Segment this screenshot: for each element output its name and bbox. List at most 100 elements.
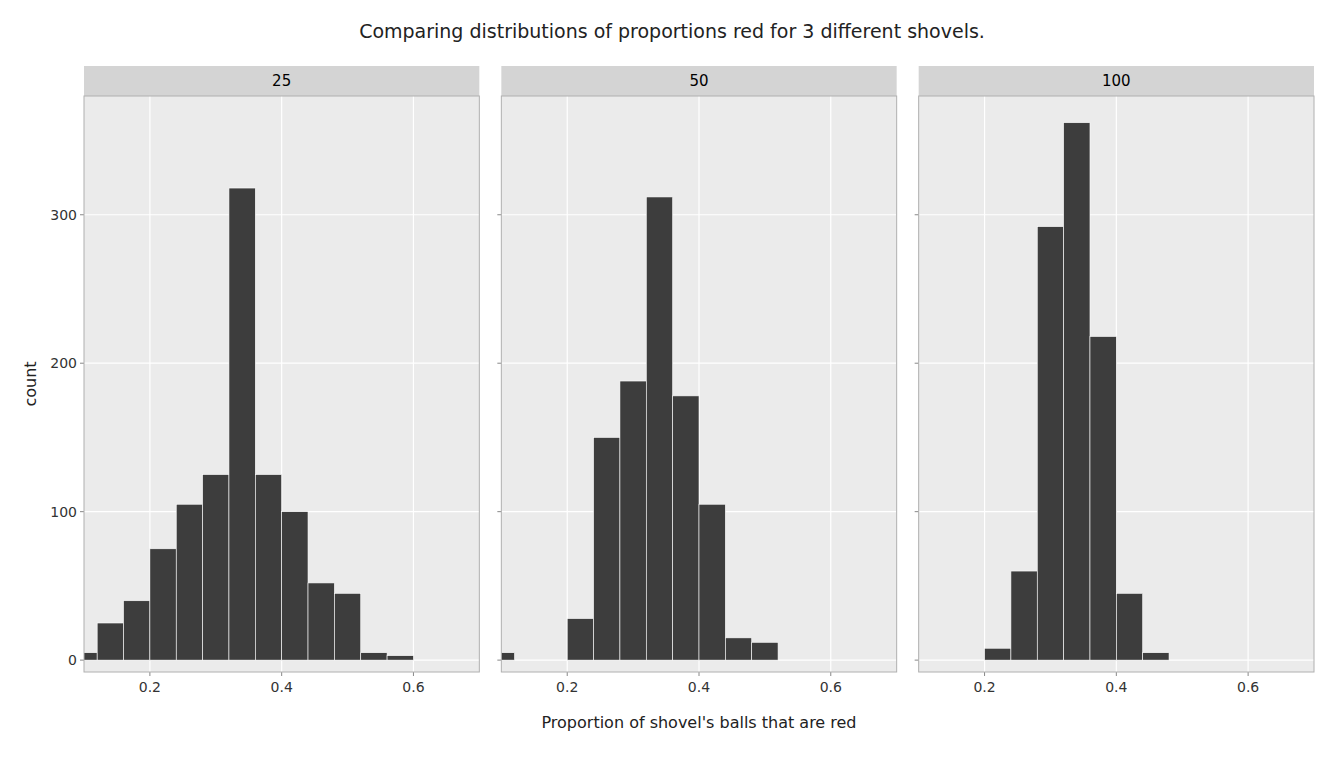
x-tick [413,672,414,676]
y-grid-line [84,363,479,364]
histogram-bar [255,475,281,661]
y-tick [915,214,919,215]
x-tick [830,672,831,676]
bars [501,197,778,660]
y-grid-line [501,214,896,215]
histogram-bar [308,583,334,660]
histogram-bar [1143,653,1169,660]
x-tick-label: 0.4 [688,679,710,695]
histogram-bar [857,660,883,661]
histogram-bar [387,656,413,660]
y-grid-line [501,363,896,364]
bars [84,188,413,660]
y-tick [80,363,84,364]
histogram-bar [1037,227,1063,660]
histogram-bar [1169,660,1195,661]
strip [84,66,479,96]
y-tick [80,511,84,512]
plot-area [919,96,1314,672]
histogram-bar [541,660,567,661]
histogram-bar [97,623,123,660]
y-tick [497,363,501,364]
histogram-bar [725,638,751,660]
y-tick [915,511,919,512]
x-tick-label: 0.6 [402,679,424,695]
histogram-bar [699,504,725,660]
histogram-bar [620,381,646,660]
x-grid-line [1248,96,1249,672]
title: Comparing distributions of proportions r… [359,20,985,42]
histogram-bar [932,660,958,661]
histogram-bar [1011,571,1037,660]
histogram-bar [778,660,804,661]
histogram-bar [203,475,229,661]
x-tick [149,672,150,676]
histogram-bar [1222,660,1248,661]
strip [919,66,1314,96]
panel: 1000.20.40.6 [915,66,1314,695]
plot-area [84,96,479,672]
histogram-bar [673,396,699,660]
histogram-bar [361,653,387,660]
background [0,0,1344,768]
x-tick [281,672,282,676]
y-axis-label: count [21,361,40,406]
chart: Comparing distributions of proportions r… [0,0,1344,768]
y-tick-label: 200 [50,355,77,371]
y-tick-label: 0 [68,652,77,668]
histogram-bar [1274,660,1300,661]
histogram-bar [413,660,439,661]
histogram-bar [752,642,778,660]
histogram-bar [229,188,255,660]
histogram-bar [883,660,896,661]
histogram-bar [804,660,830,661]
y-tick-label: 100 [50,504,77,520]
histogram-bar [84,653,97,660]
x-tick-label: 0.6 [1237,679,1259,695]
histogram-bar [958,660,984,661]
bars [985,123,1169,660]
x-tick [1248,672,1249,676]
histogram-bar [831,660,857,661]
x-tick-label: 0.2 [556,679,578,695]
histogram-bar [594,437,620,660]
x-tick-label: 0.2 [973,679,995,695]
histogram-bar [1301,660,1314,661]
x-tick [567,672,568,676]
x-tick [1116,672,1117,676]
y-tick [497,660,501,661]
histogram-bar [466,660,479,661]
y-tick [497,511,501,512]
y-grid-line [919,214,1314,215]
x-grid-line [830,96,831,672]
histogram-bar [150,549,176,660]
y-tick [80,214,84,215]
histogram-bar [501,653,514,660]
histogram-bar [282,512,308,660]
x-grid-line [984,96,985,672]
histogram-bar [176,504,202,660]
y-tick [497,214,501,215]
y-tick-label: 300 [50,207,77,223]
histogram-bar [1195,660,1221,661]
histogram-bar [515,660,541,661]
histogram-bar [646,197,672,660]
strip-label: 50 [689,72,708,90]
histogram-bar [985,648,1011,660]
plot-area [501,96,896,672]
histogram-bar [919,660,932,661]
histogram-bar [440,660,466,661]
histogram-bar [1064,123,1090,660]
histogram-bar [124,601,150,660]
plot-frame [919,96,1314,672]
x-tick-label: 0.2 [139,679,161,695]
x-tick-label: 0.6 [820,679,842,695]
x-grid-line [567,96,568,672]
y-grid-line [84,214,479,215]
x-axis-label: Proportion of shovel's balls that are re… [541,713,856,732]
panel: 50 0.2 0.4 0.6 [488,66,897,695]
x-tick [699,672,700,676]
plot-frame [84,96,479,672]
y-tick [915,363,919,364]
histogram-bar [1116,593,1142,660]
